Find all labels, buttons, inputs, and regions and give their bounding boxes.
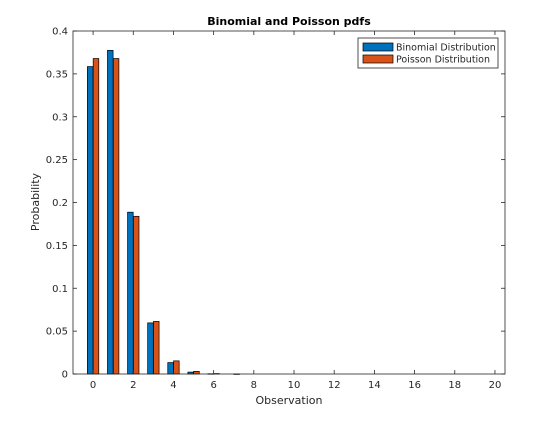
y-tick-label: 0.25 [46, 155, 68, 166]
bar-poisson-4 [173, 360, 180, 375]
y-tick-label: 0.2 [52, 198, 68, 209]
x-tick-label: 0 [90, 380, 96, 391]
y-tick-label: 0.1 [52, 284, 68, 295]
legend-swatch-binomial [362, 42, 394, 52]
legend-label-poisson: Poisson Distribution [396, 55, 490, 66]
bar-binomial-2 [127, 211, 134, 375]
bar-poisson-3 [153, 321, 160, 375]
y-tick-label: 0.05 [46, 327, 68, 338]
x-tick-label: 20 [489, 380, 502, 391]
x-tick-label: 12 [328, 380, 341, 391]
bar-poisson-2 [133, 215, 140, 375]
legend-label-binomial: Binomial Distribution [396, 43, 496, 54]
axes-layer: 0 2 4 6 8 10 12 14 16 18 20 0 0.05 0.1 0.15 0.2 0.25 0.3 0… [46, 27, 506, 391]
plot-background [73, 31, 505, 374]
x-tick-label: 6 [210, 380, 216, 391]
bar-binomial-0 [87, 66, 94, 375]
y-tick-label: 0 [62, 370, 68, 381]
y-tick-label: 0.3 [52, 112, 68, 123]
bar-binomial-3 [147, 322, 154, 375]
bar-poisson-1 [112, 58, 120, 375]
bar-binomial-4 [167, 362, 174, 375]
y-tick-label: 0.15 [46, 241, 68, 252]
x-tick-label: 4 [170, 380, 176, 391]
x-tick-label: 2 [130, 380, 136, 391]
x-tick-label: 16 [408, 380, 421, 391]
y-tick-label: 0.35 [46, 69, 68, 80]
bar-poisson-0 [92, 58, 100, 375]
legend-swatch-poisson [362, 54, 394, 64]
chart-title: Binomial and Poisson pdfs [207, 15, 371, 28]
x-axis-label: Observation [256, 394, 323, 407]
x-tick-label: 10 [288, 380, 301, 391]
x-tick-label: 14 [368, 380, 381, 391]
x-tick-label: 18 [448, 380, 461, 391]
y-tick-label: 0.4 [52, 27, 68, 38]
bar-binomial-1 [107, 50, 114, 375]
x-tick-label: 8 [251, 380, 257, 391]
y-axis-label: Probability [29, 172, 42, 231]
plot-area [73, 31, 505, 374]
